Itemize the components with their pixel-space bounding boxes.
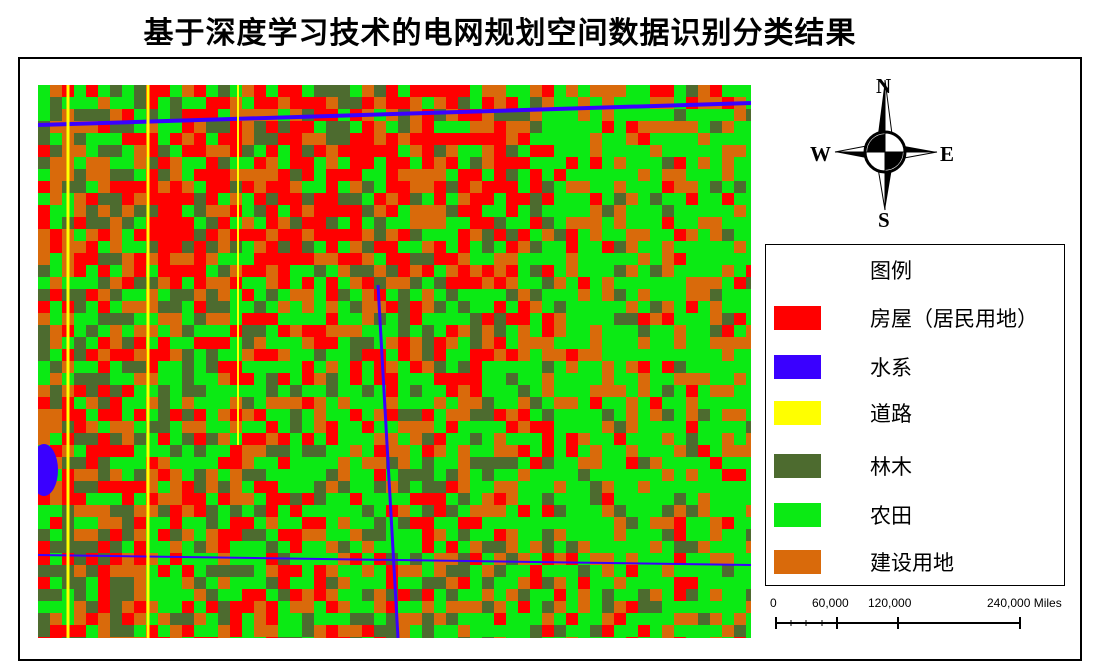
legend-label-road: 道路 bbox=[870, 402, 912, 426]
legend-item-water: 水系 bbox=[774, 352, 1059, 382]
legend-item-farmland: 农田 bbox=[774, 500, 1059, 530]
legend-item-forest: 林木 bbox=[774, 451, 1059, 481]
legend-label-construction: 建设用地 bbox=[870, 551, 954, 575]
legend-label-water: 水系 bbox=[870, 356, 912, 380]
compass-south-label: S bbox=[878, 208, 890, 232]
legend-item-construction: 建设用地 bbox=[774, 547, 1059, 577]
compass-rose-icon bbox=[834, 79, 938, 211]
map-title: 基于深度学习技术的电网规划空间数据识别分类结果 bbox=[143, 16, 857, 51]
scale-bar: 0 60,000 120,000 240,000 Miles bbox=[770, 596, 1070, 636]
compass-west-label: W bbox=[810, 142, 831, 166]
legend-swatch-water bbox=[774, 355, 821, 379]
legend-label-forest: 林木 bbox=[870, 455, 912, 479]
legend-item-road: 道路 bbox=[774, 398, 1059, 428]
map-legend: 图例 房屋（居民用地） 水系 道路 林木 农田 建设用地 bbox=[765, 244, 1065, 586]
classification-raster bbox=[38, 85, 751, 638]
scale-label-60000: 60,000 bbox=[812, 596, 849, 610]
compass-east-label: E bbox=[940, 142, 955, 166]
scale-label-0: 0 bbox=[770, 596, 777, 610]
classification-map[interactable] bbox=[38, 85, 751, 638]
north-arrow: N S E W bbox=[800, 72, 970, 232]
legend-swatch-road bbox=[774, 401, 821, 425]
legend-swatch-house bbox=[774, 306, 821, 330]
legend-swatch-farmland bbox=[774, 503, 821, 527]
legend-label-house: 房屋（居民用地） bbox=[870, 307, 1038, 331]
scale-bar-ruler bbox=[775, 617, 1021, 629]
legend-swatch-forest bbox=[774, 454, 821, 478]
legend-title: 图例 bbox=[870, 259, 912, 283]
legend-item-house: 房屋（居民用地） bbox=[774, 303, 1059, 333]
scale-label-240000: 240,000 Miles bbox=[987, 596, 1062, 610]
legend-label-farmland: 农田 bbox=[870, 504, 912, 528]
scale-label-120000: 120,000 bbox=[868, 596, 912, 610]
compass-north-label: N bbox=[876, 74, 892, 98]
legend-swatch-construction bbox=[774, 550, 821, 574]
